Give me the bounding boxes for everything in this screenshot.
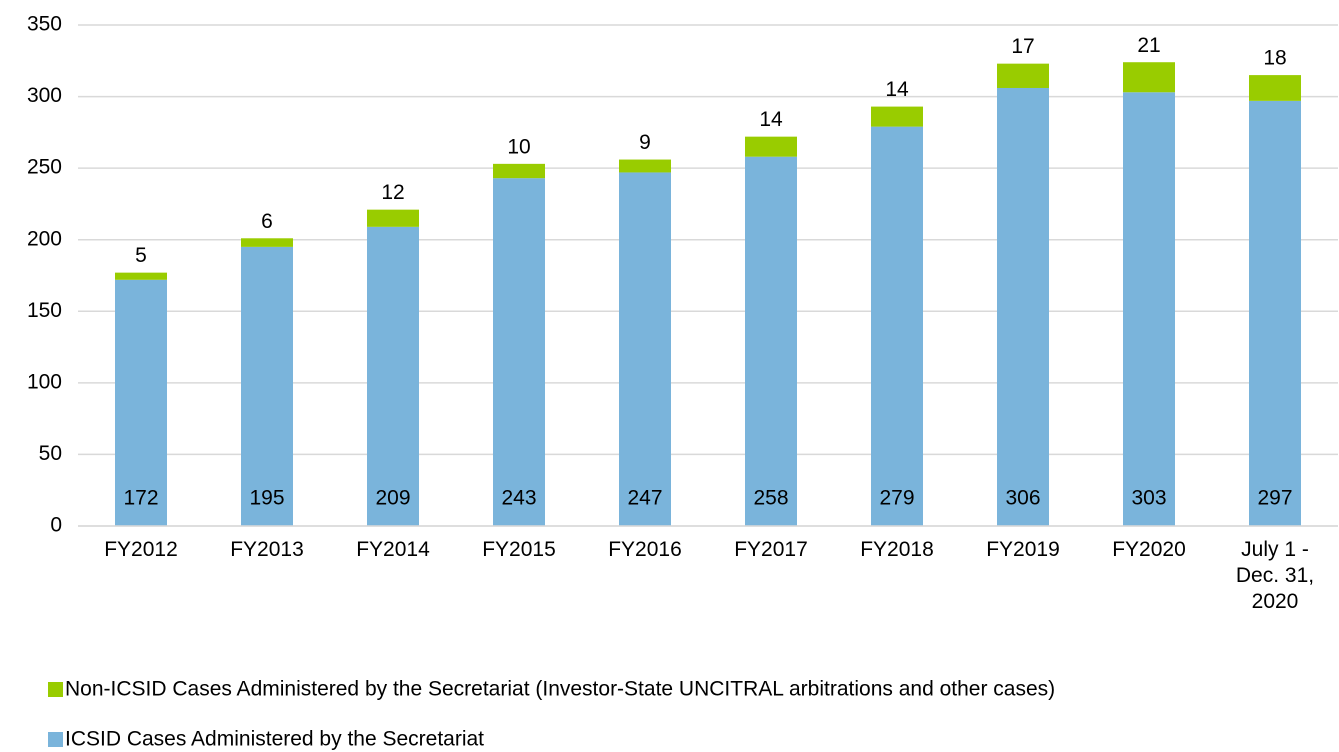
data-label: 306 [1005, 487, 1040, 510]
bar-segment [1249, 100, 1301, 526]
data-label: 247 [627, 487, 662, 510]
legend-label: Non-ICSID Cases Administered by the Secr… [65, 678, 1055, 701]
y-tick-label: 250 [27, 156, 62, 179]
y-tick-label: 200 [27, 227, 62, 250]
data-label: 258 [753, 487, 788, 510]
bar-segment [1249, 75, 1301, 101]
data-label: 12 [381, 181, 404, 204]
x-tick-label: FY2013 [230, 538, 304, 561]
data-label: 21 [1137, 34, 1160, 57]
legend-swatch [48, 732, 63, 747]
data-label: 209 [375, 487, 410, 510]
data-label: 279 [879, 487, 914, 510]
bar-segment [1123, 62, 1175, 93]
bar-segment [367, 209, 419, 227]
data-label: 18 [1263, 47, 1286, 70]
legend-swatch [48, 682, 63, 697]
bar-segment [1123, 92, 1175, 526]
bar-segment [745, 156, 797, 527]
y-tick-label: 150 [27, 299, 62, 322]
bar-segment [493, 178, 545, 527]
y-tick-label: 300 [27, 84, 62, 107]
x-tick-label: FY2012 [104, 538, 178, 561]
legend-label: ICSID Cases Administered by the Secretar… [65, 728, 484, 751]
bar-segment [997, 63, 1049, 88]
x-tick-label: FY2014 [356, 538, 430, 561]
bar-segment [367, 226, 419, 526]
data-label: 14 [885, 78, 909, 101]
bar-segment [871, 106, 923, 127]
y-tick-label: 100 [27, 370, 62, 393]
bar-segment [871, 126, 923, 526]
x-tick-label: FY2016 [608, 538, 682, 561]
x-tick-label: FY2018 [860, 538, 934, 561]
bar-segment [619, 172, 671, 527]
bar-segment [241, 246, 293, 526]
data-label: 243 [501, 487, 536, 510]
bar-segment [493, 163, 545, 179]
y-tick-label: 50 [39, 442, 62, 465]
x-tick-label: FY2015 [482, 538, 556, 561]
data-label: 17 [1011, 35, 1034, 58]
data-label: 6 [261, 210, 273, 233]
data-label: 10 [507, 135, 530, 158]
data-label: 172 [123, 487, 158, 510]
x-tick-label: FY2020 [1112, 538, 1186, 561]
data-label: 195 [249, 487, 284, 510]
bar-segment [619, 159, 671, 173]
data-label: 9 [639, 131, 651, 154]
x-tick-label: FY2017 [734, 538, 808, 561]
bar-segment [745, 136, 797, 157]
bar-segment [997, 87, 1049, 527]
y-tick-label: 350 [27, 13, 62, 36]
bar-segment [115, 279, 167, 526]
y-tick-label: 0 [50, 514, 62, 537]
data-label: 14 [759, 108, 783, 131]
data-label: 297 [1257, 487, 1292, 510]
x-tick-label: July 1 - Dec. 31, 2020 [1235, 538, 1315, 613]
data-label: 5 [135, 244, 147, 267]
bar-segment [241, 238, 293, 247]
x-tick-label: FY2019 [986, 538, 1060, 561]
bar-segment [115, 272, 167, 280]
data-label: 303 [1131, 487, 1166, 510]
